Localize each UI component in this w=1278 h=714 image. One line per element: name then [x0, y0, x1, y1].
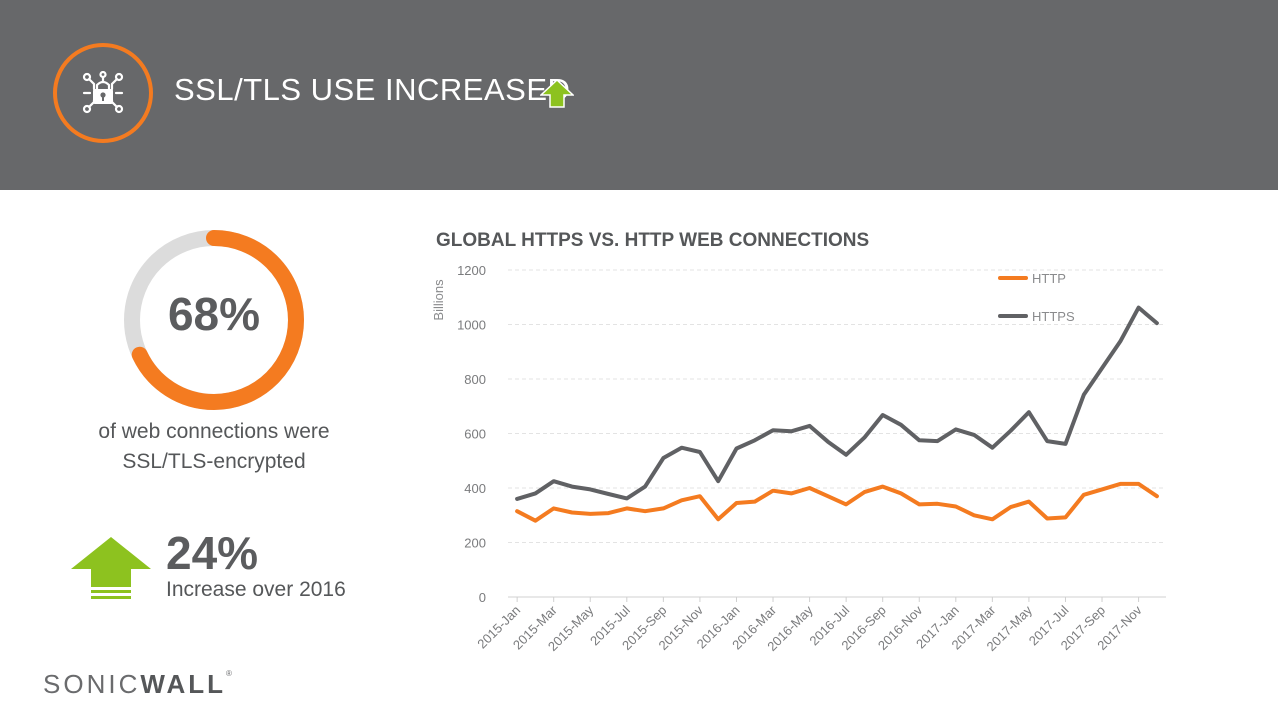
y-tick-label: 0 — [479, 590, 486, 605]
brand-part-1: SONIC — [43, 669, 141, 699]
percent-donut — [124, 230, 304, 410]
y-tick-label: 800 — [464, 372, 486, 387]
caption-line-1: of web connections were — [98, 420, 330, 443]
y-tick-label: 600 — [464, 427, 486, 442]
increase-arrow-icon — [71, 537, 151, 599]
increase-label: Increase over 2016 — [166, 578, 346, 601]
brand-logo: SONICWALL® — [43, 669, 232, 700]
y-tick-label: 1000 — [457, 318, 486, 333]
increase-value: 24% — [166, 527, 259, 579]
y-tick-label: 400 — [464, 481, 486, 496]
y-axis-label: Billions — [431, 279, 446, 321]
page-title: SSL/TLS USE INCREASED — [174, 72, 571, 107]
percent-value: 68% — [167, 288, 261, 340]
series-line-https — [515, 305, 1159, 501]
donut-progress-arc — [124, 230, 304, 410]
percent-caption: of web connections were SSL/TLS-encrypte… — [60, 417, 368, 477]
y-tick-label: 1200 — [457, 263, 486, 278]
series-line-http — [515, 481, 1159, 523]
chart-title: GLOBAL HTTPS VS. HTTP WEB CONNECTIONS — [436, 230, 870, 251]
caption-line-2: SSL/TLS-encrypted — [122, 450, 306, 473]
y-tick-label: 200 — [464, 536, 486, 551]
legend-label: HTTP — [1032, 271, 1066, 286]
header-banner: SSL/TLS USE INCREASED — [0, 0, 1278, 190]
brand-part-2: WALL — [140, 669, 226, 699]
lock-circuit-icon — [82, 71, 124, 114]
brand-mark: ® — [226, 669, 232, 678]
up-arrow-icon — [540, 79, 574, 108]
legend-label: HTTPS — [1032, 309, 1075, 324]
header-icon-ring — [53, 43, 153, 143]
